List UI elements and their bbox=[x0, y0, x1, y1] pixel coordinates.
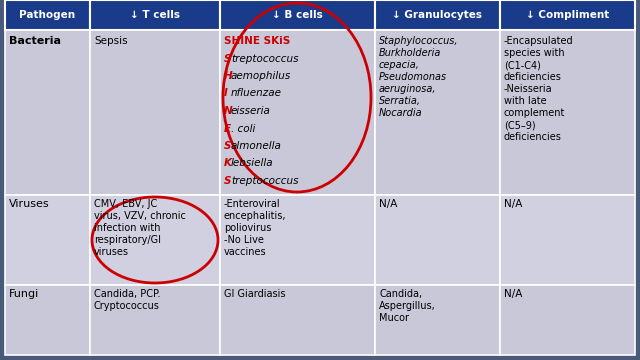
Text: Viruses: Viruses bbox=[9, 199, 50, 209]
Text: N/A: N/A bbox=[504, 289, 522, 299]
Text: lebsiella: lebsiella bbox=[231, 158, 274, 168]
Bar bbox=[500, 0, 635, 30]
Text: S: S bbox=[224, 141, 232, 151]
Bar bbox=[90, 0, 220, 30]
Text: GI Giardiasis: GI Giardiasis bbox=[224, 289, 285, 299]
Bar bbox=[220, 0, 375, 30]
Text: N/A: N/A bbox=[379, 199, 397, 209]
Bar bbox=[375, 0, 500, 30]
Text: nfluenzae: nfluenzae bbox=[231, 89, 282, 99]
Bar bbox=[90, 195, 220, 285]
Text: N/A: N/A bbox=[504, 199, 522, 209]
Text: ↓ B cells: ↓ B cells bbox=[272, 10, 323, 20]
Bar bbox=[375, 195, 500, 285]
Text: S: S bbox=[224, 176, 232, 186]
Text: almonella: almonella bbox=[231, 141, 282, 151]
Bar bbox=[375, 30, 500, 195]
Text: K: K bbox=[224, 158, 232, 168]
Text: -Enteroviral
encephalitis,
poliovirus
-No Live
vaccines: -Enteroviral encephalitis, poliovirus -N… bbox=[224, 199, 287, 257]
Text: treptococcus: treptococcus bbox=[231, 176, 298, 186]
Text: CMV, EBV, JC
virus, VZV, chronic
infection with
respiratory/GI
viruses: CMV, EBV, JC virus, VZV, chronic infecti… bbox=[94, 199, 186, 257]
Text: -Encapsulated
species with
(C1-C4)
deficiencies
-Neisseria
with late
complement
: -Encapsulated species with (C1-C4) defic… bbox=[504, 36, 573, 142]
Text: H: H bbox=[224, 71, 232, 81]
Text: . coli: . coli bbox=[231, 123, 255, 134]
Text: N: N bbox=[224, 106, 232, 116]
Bar bbox=[220, 285, 375, 355]
Bar bbox=[5, 30, 90, 195]
Text: I: I bbox=[224, 89, 228, 99]
Text: Bacteria: Bacteria bbox=[9, 36, 61, 46]
Bar bbox=[500, 285, 635, 355]
Text: treptococcus: treptococcus bbox=[231, 54, 298, 63]
Text: Sepsis: Sepsis bbox=[94, 36, 127, 46]
Bar bbox=[375, 285, 500, 355]
Text: Candida,
Aspergillus,
Mucor: Candida, Aspergillus, Mucor bbox=[379, 289, 436, 323]
Text: Candida, PCP.
Cryptococcus: Candida, PCP. Cryptococcus bbox=[94, 289, 161, 311]
Bar bbox=[5, 0, 90, 30]
Text: ↓ Granulocytes: ↓ Granulocytes bbox=[392, 10, 483, 20]
Bar bbox=[500, 30, 635, 195]
Text: aemophilus: aemophilus bbox=[231, 71, 291, 81]
Text: E: E bbox=[224, 123, 231, 134]
Bar bbox=[500, 195, 635, 285]
Text: eisseria: eisseria bbox=[231, 106, 271, 116]
Text: ↓ Compliment: ↓ Compliment bbox=[526, 10, 609, 20]
Bar bbox=[5, 195, 90, 285]
Bar bbox=[220, 195, 375, 285]
Text: SHINE SKiS: SHINE SKiS bbox=[224, 36, 291, 46]
Text: ↓ T cells: ↓ T cells bbox=[130, 10, 180, 20]
Bar bbox=[220, 30, 375, 195]
Text: Pathogen: Pathogen bbox=[19, 10, 76, 20]
Bar bbox=[5, 285, 90, 355]
Bar bbox=[90, 285, 220, 355]
Text: S: S bbox=[224, 54, 232, 63]
Bar bbox=[90, 30, 220, 195]
Text: Fungi: Fungi bbox=[9, 289, 39, 299]
Text: Staphylococcus,
Burkholderia
cepacia,
Pseudomonas
aeruginosa,
Serratia,
Nocardia: Staphylococcus, Burkholderia cepacia, Ps… bbox=[379, 36, 458, 118]
